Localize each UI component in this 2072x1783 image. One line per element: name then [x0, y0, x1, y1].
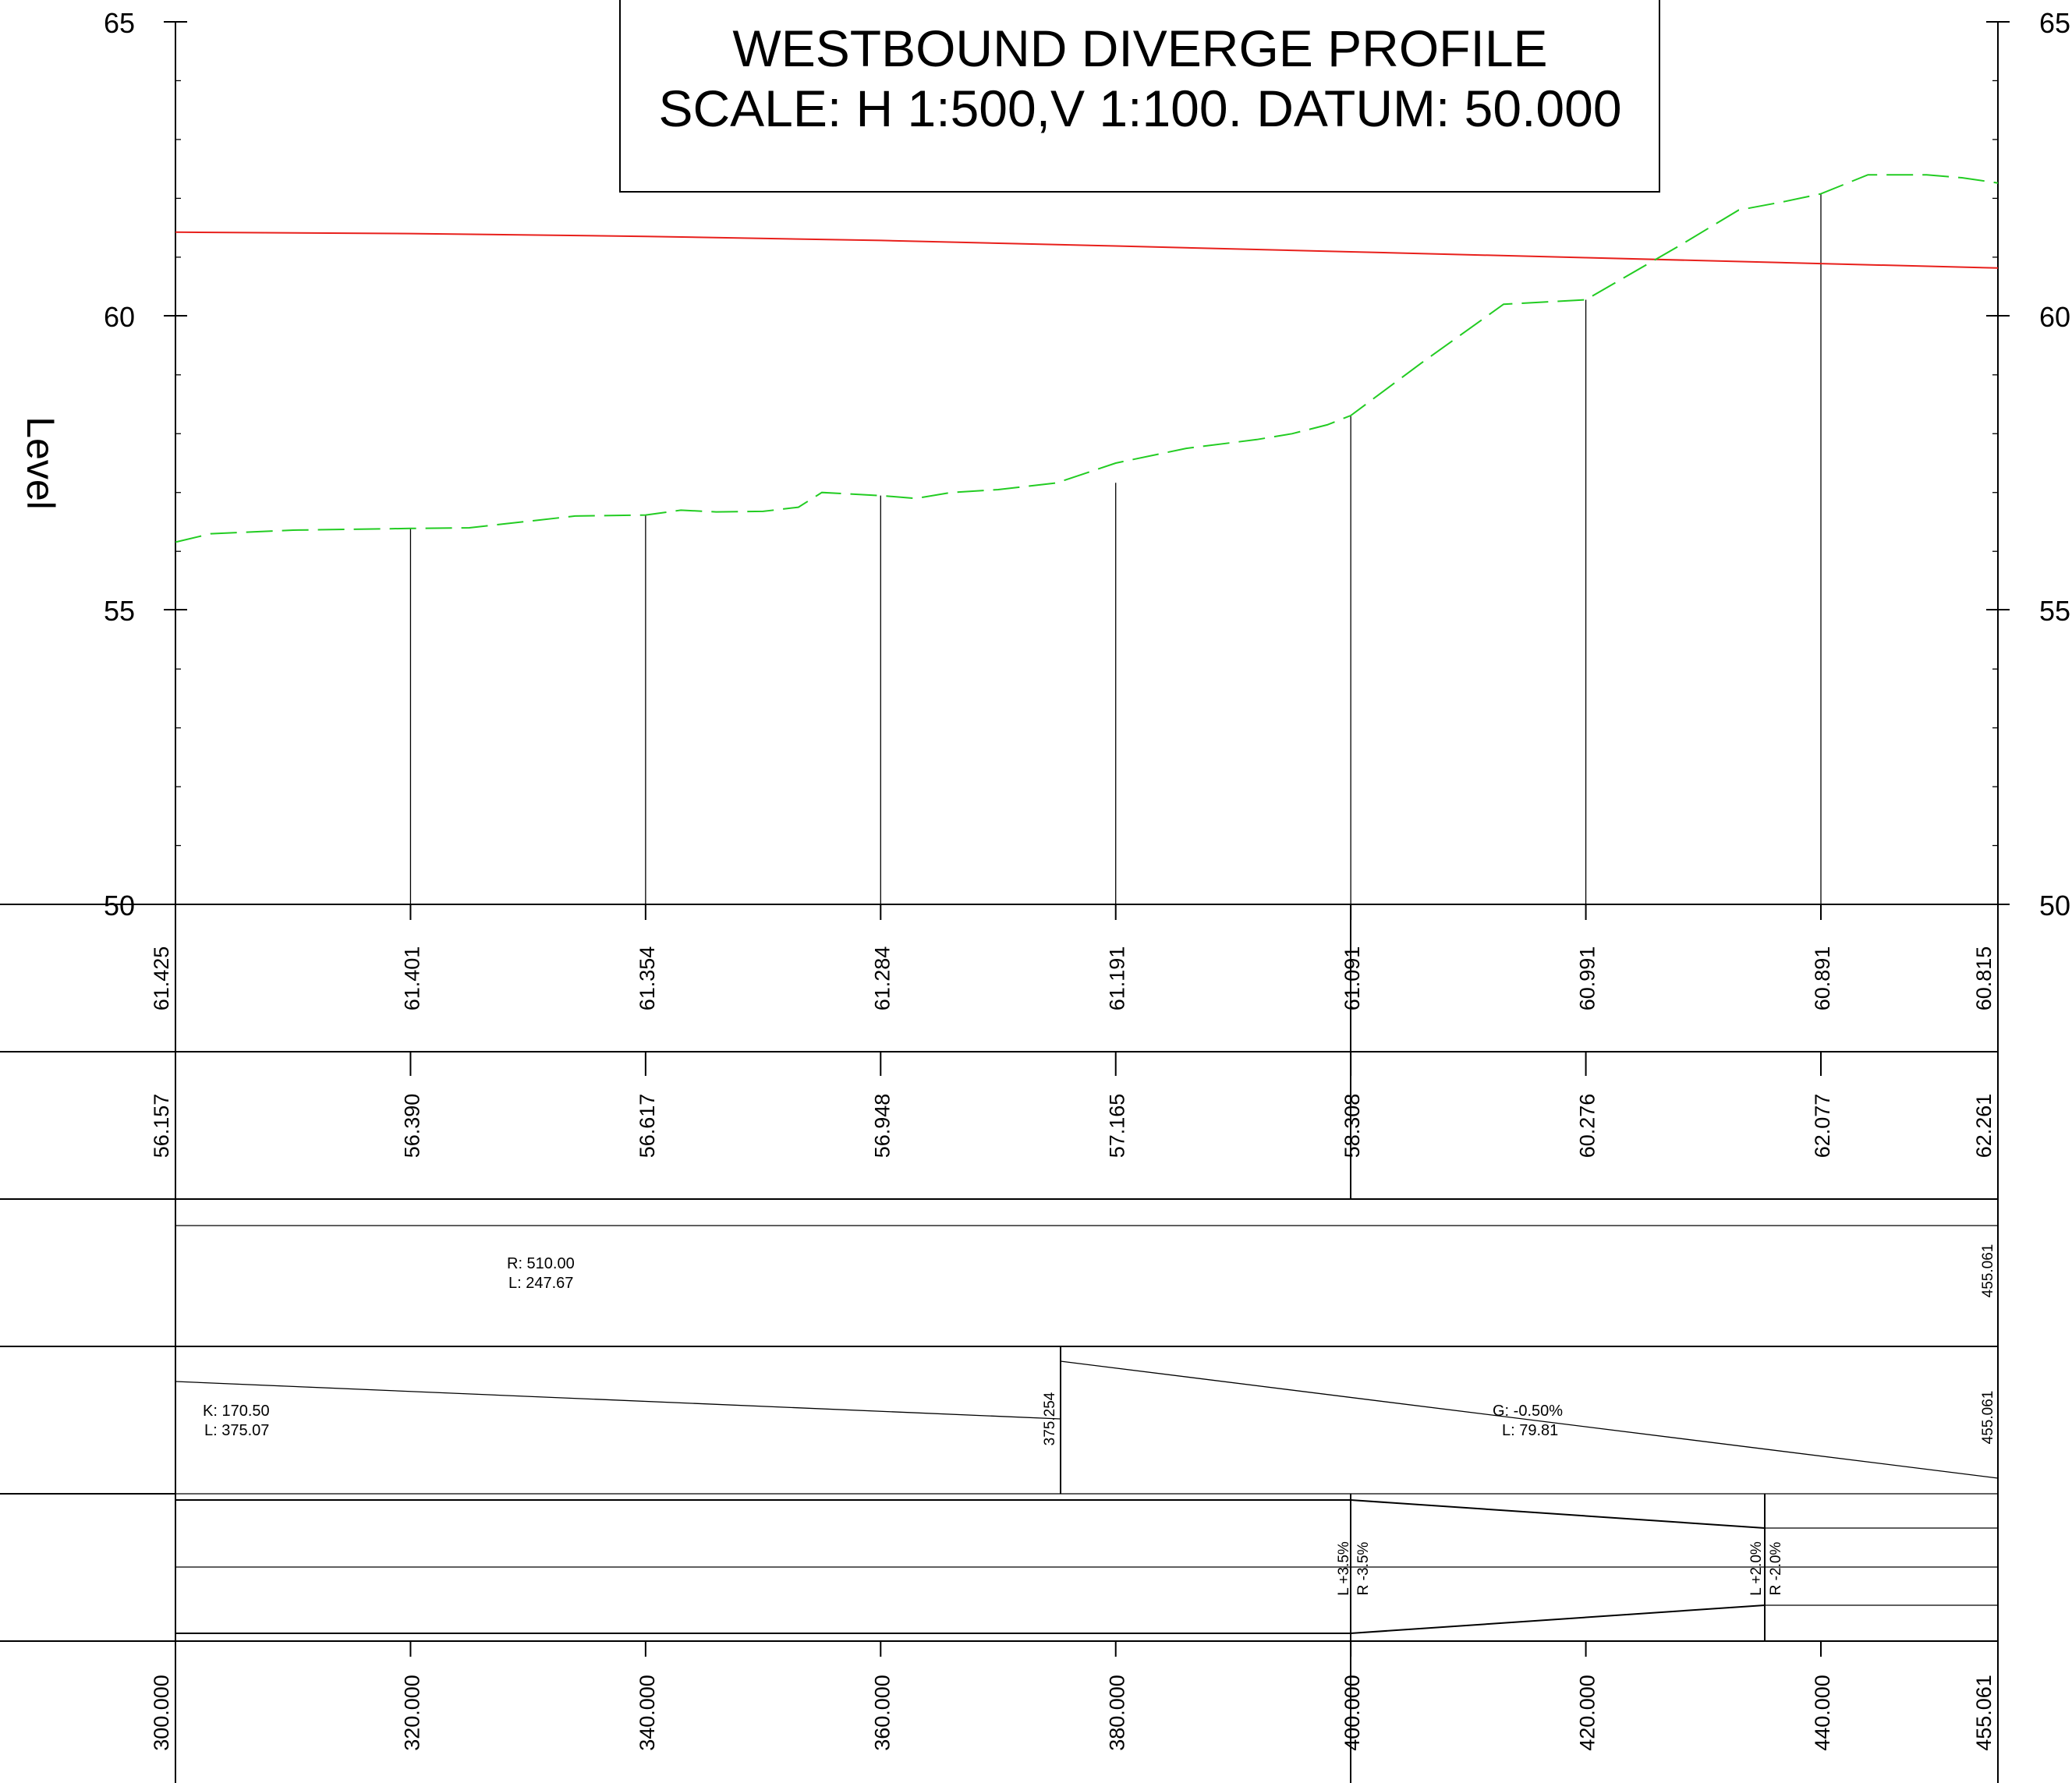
vertical-grade: G: -0.50%	[1493, 1403, 1563, 1420]
profile-series	[175, 174, 1999, 543]
title-line-2: SCALE: H 1:500,V 1:100. DATUM: 50.000	[658, 80, 1621, 137]
superelevation-band: L +3.5% R -3.5% L +2.0% R -2.0%	[175, 1494, 1998, 1641]
chainage-label: 400.000	[1341, 1675, 1364, 1751]
existing-ground-line	[175, 174, 1999, 543]
design-level-label: 61.191	[1106, 946, 1129, 1011]
design-level-label: 61.401	[400, 946, 423, 1011]
band-grid	[0, 904, 1998, 1783]
vertical-alignment-band: K: 170.50 L: 375.07 375.254 G: -0.50% L:…	[175, 1346, 1999, 1494]
existing-level-label: 60.276	[1576, 1094, 1599, 1159]
super-right-3-5: R -3.5%	[1355, 1542, 1372, 1596]
station-drop-lines	[409, 193, 1822, 904]
left-label-50: 50	[104, 890, 135, 922]
vertical-curve-length: L: 375.07	[204, 1422, 269, 1439]
chainage-label: 420.000	[1576, 1675, 1599, 1751]
chainage-label: 360.000	[870, 1675, 894, 1751]
right-label-50: 50	[2039, 890, 2070, 922]
design-level-label: 61.425	[150, 946, 173, 1011]
design-level-band: 61.425 61.401 61.354 61.284 61.191 61.091 60.9…	[150, 946, 1996, 1011]
chainage-label: 380.000	[1106, 1675, 1129, 1751]
left-label-55: 55	[104, 595, 135, 627]
design-level-label: 60.891	[1811, 946, 1834, 1011]
vertical-break-chainage: 375.254	[1042, 1392, 1058, 1445]
vertical-k-value: K: 170.50	[203, 1403, 270, 1420]
left-label-65: 65	[104, 7, 135, 39]
title-box	[619, 0, 1660, 193]
existing-level-label: 56.390	[400, 1094, 423, 1159]
level-axis-label: Level	[19, 416, 62, 510]
chainage-label: 440.000	[1811, 1675, 1834, 1751]
chainage-label: 340.000	[636, 1675, 659, 1751]
vertical-grade-line	[1060, 1360, 1999, 1479]
vertical-end-chainage: 455.061	[1980, 1391, 1996, 1445]
title-block: WESTBOUND DIVERGE PROFILE SCALE: H 1:500…	[619, 0, 1660, 193]
vertical-grade-length: L: 79.81	[1502, 1422, 1558, 1439]
existing-level-label: 57.165	[1106, 1094, 1129, 1159]
vertical-curve-line	[175, 1381, 1061, 1420]
horizontal-radius: R: 510.00	[507, 1255, 575, 1272]
horizontal-end-chainage: 455.061	[1980, 1244, 1996, 1298]
minor-ticks	[175, 80, 1998, 847]
design-level-label: 61.284	[870, 946, 894, 1011]
chainage-label: 300.000	[150, 1675, 173, 1751]
right-label-60: 60	[2039, 301, 2070, 333]
chainage-label: 455.061	[1972, 1675, 1996, 1751]
right-label-55: 55	[2039, 595, 2070, 627]
design-level-line	[175, 231, 1999, 269]
existing-level-label: 62.261	[1972, 1094, 1996, 1159]
existing-level-label: 56.617	[636, 1094, 659, 1159]
super-left-3-5: L +3.5%	[1336, 1541, 1352, 1596]
design-level-label: 61.354	[636, 946, 659, 1011]
right-label-65: 65	[2039, 7, 2070, 39]
chainage-band: 300.000 320.000 340.000 360.000 380.000 400.0…	[150, 1675, 1996, 1751]
chainage-label: 320.000	[400, 1675, 423, 1751]
title-line-1: WESTBOUND DIVERGE PROFILE	[732, 19, 1547, 77]
super-right-2-0: R -2.0%	[1768, 1542, 1784, 1596]
design-level-label: 60.815	[1972, 946, 1996, 1011]
horizontal-alignment-band: R: 510.00 L: 247.67 455.061	[175, 1225, 1998, 1298]
design-level-label: 61.091	[1341, 946, 1364, 1011]
existing-level-label: 58.308	[1341, 1094, 1364, 1159]
existing-level-label: 56.948	[870, 1094, 894, 1159]
horizontal-length: L: 247.67	[508, 1275, 573, 1292]
band-ticks	[409, 904, 1822, 1657]
axes: 65 60 55 50 65 60 55 50	[0, 7, 2070, 1783]
left-label-60: 60	[104, 301, 135, 333]
super-transition-top	[1350, 1499, 1766, 1529]
design-level-label: 60.991	[1576, 946, 1599, 1011]
existing-level-band: 56.157 56.390 56.617 56.948 57.165 58.308 60.2…	[150, 1094, 1996, 1159]
super-transition-bottom	[1350, 1604, 1766, 1634]
super-left-2-0: L +2.0%	[1748, 1541, 1765, 1596]
existing-level-label: 62.077	[1811, 1094, 1834, 1159]
existing-level-label: 56.157	[150, 1094, 173, 1159]
